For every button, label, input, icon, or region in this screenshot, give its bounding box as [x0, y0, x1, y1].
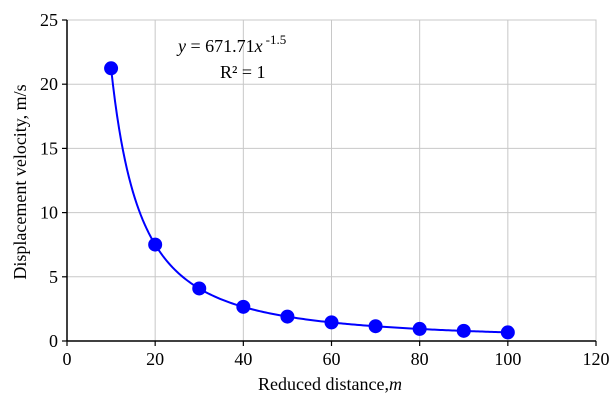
x-tick-label: 0 [63, 349, 72, 369]
equation-x: x [254, 36, 263, 56]
grid [67, 19, 597, 341]
data-point [500, 325, 515, 340]
trendline-layer [110, 68, 508, 334]
y-tick-label: 20 [40, 74, 58, 94]
data-point [148, 237, 163, 252]
r-squared-label: R² = 1 [220, 62, 266, 82]
equation-body: = 671.71 [186, 36, 255, 56]
x-axis-title: Reduced distance,m [258, 374, 402, 394]
data-point [456, 323, 471, 338]
x-axis-title-variable: m [389, 374, 402, 394]
data-point [104, 61, 119, 76]
y-tick-label: 0 [49, 331, 58, 351]
y-tick-label: 5 [49, 267, 58, 287]
equation-y: y [176, 36, 186, 56]
data-point [368, 319, 383, 334]
x-tick-label: 20 [146, 349, 164, 369]
x-tick-label: 60 [323, 349, 341, 369]
y-axis-ticks: 0 5 10 15 20 25 [40, 10, 67, 351]
x-tick-label: 40 [234, 349, 252, 369]
y-tick-label: 15 [40, 138, 58, 158]
y-tick-label: 25 [40, 10, 58, 30]
trendline-equation: y = 671.71x -1.5 [176, 32, 286, 56]
equation-exponent: -1.5 [266, 32, 287, 47]
x-tick-label: 80 [411, 349, 429, 369]
x-axis-ticks: 0 20 40 60 80 100 120 [63, 341, 610, 369]
data-points [104, 61, 515, 340]
data-point [324, 315, 339, 330]
power-trendline [110, 68, 508, 334]
y-axis-title: Displacement velocity, m/s [10, 84, 30, 279]
x-tick-label: 100 [494, 349, 521, 369]
x-axis-title-text: Reduced distance, [258, 374, 389, 394]
data-point [412, 321, 427, 336]
data-point [192, 281, 207, 296]
data-point [280, 309, 295, 324]
x-tick-label: 120 [583, 349, 610, 369]
y-tick-label: 10 [40, 203, 58, 223]
data-point [236, 299, 251, 314]
